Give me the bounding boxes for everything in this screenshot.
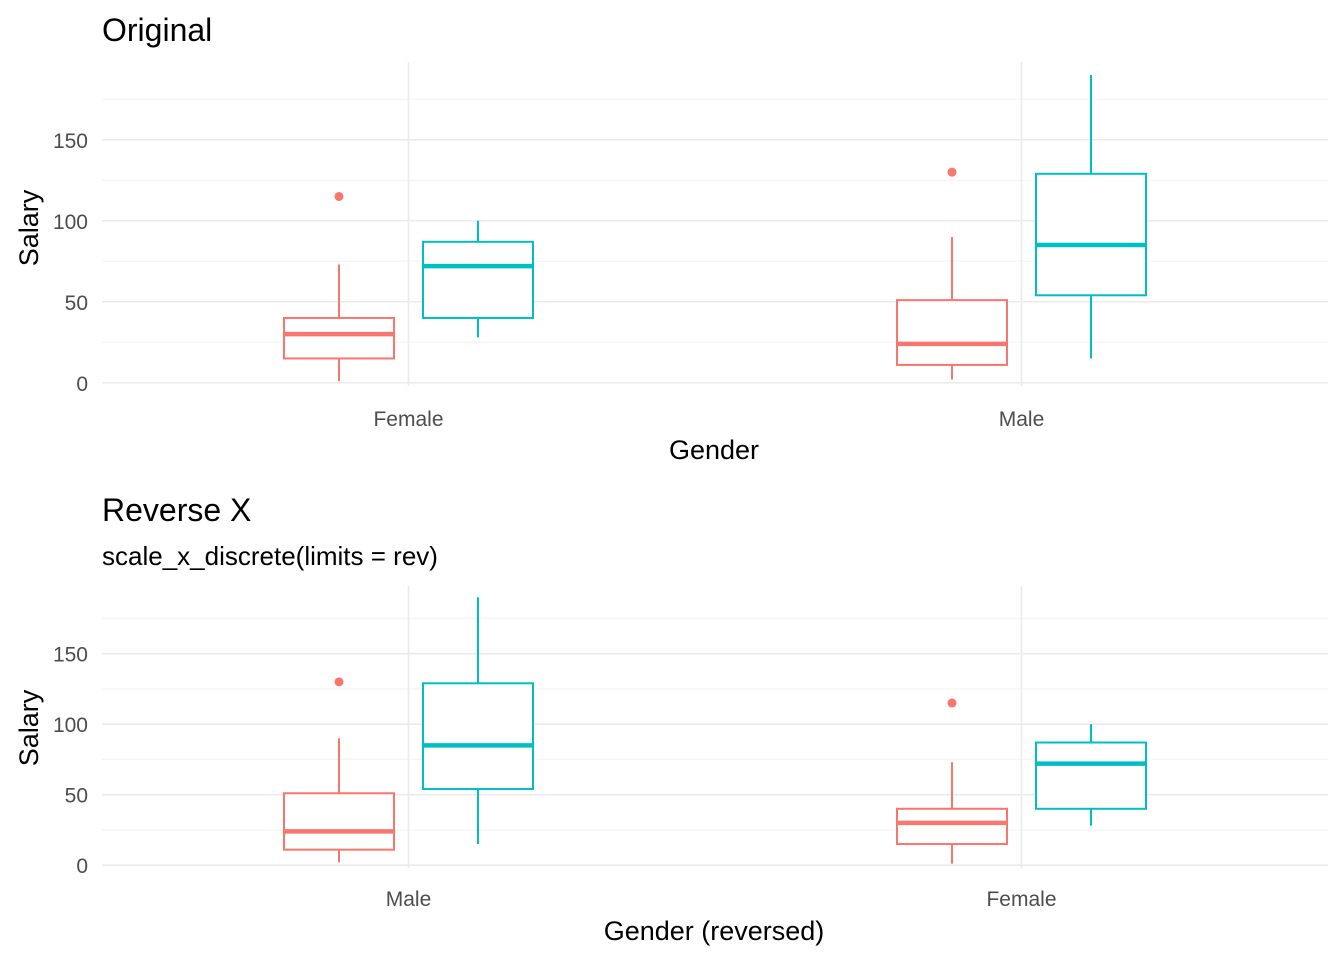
chart-title: Original	[102, 12, 212, 48]
chart-title: Reverse X	[102, 492, 251, 528]
y-tick-label: 50	[65, 785, 88, 808]
box-male-1	[422, 597, 534, 845]
y-tick-label: 150	[53, 644, 88, 667]
box-iqr	[283, 316, 395, 360]
y-axis-title: Salary	[14, 189, 44, 266]
outlier-point	[947, 698, 957, 708]
box-iqr	[283, 792, 395, 851]
box-iqr	[896, 299, 1008, 366]
box-male-1	[1035, 74, 1147, 359]
y-axis-title: Salary	[14, 689, 44, 766]
box-iqr	[1035, 741, 1147, 810]
y-tick-label: 0	[76, 855, 88, 878]
x-tick-label: Female	[986, 888, 1056, 911]
x-tick-label: Male	[386, 888, 432, 911]
box-iqr	[1035, 172, 1147, 297]
chart-subtitle: scale_x_discrete(limits = rev)	[102, 541, 438, 571]
outlier-point	[334, 191, 344, 201]
panel-original: Original 0 50 100 150 Female Male Gender Sala…	[14, 12, 1328, 465]
box-female-1	[1035, 724, 1147, 826]
y-tick-label: 100	[53, 211, 88, 234]
box-male-0	[896, 167, 1008, 380]
panel-reverse-x: Reverse X scale_x_discrete(limits = rev)…	[14, 492, 1328, 946]
box-male-0	[283, 677, 395, 863]
y-tick-label: 50	[65, 292, 88, 315]
box-iqr	[896, 807, 1008, 846]
box-female-0	[896, 698, 1008, 864]
x-tick-label: Male	[999, 408, 1045, 431]
box-iqr	[422, 682, 534, 791]
x-axis-title: Gender (reversed)	[604, 916, 825, 946]
y-tick-label: 0	[76, 373, 88, 396]
box-female-0	[283, 191, 395, 382]
y-tick-label: 150	[53, 130, 88, 153]
plot-area: 0 50 100 150 Female Male	[53, 62, 1328, 431]
x-tick-label: Female	[373, 408, 443, 431]
outlier-point	[947, 167, 957, 177]
plot-area: 0 50 100 150 Male Female	[53, 586, 1328, 911]
box-female-1	[422, 220, 534, 338]
box-iqr	[422, 240, 534, 319]
y-tick-label: 100	[53, 714, 88, 737]
outlier-point	[334, 677, 344, 687]
x-axis-title: Gender	[669, 435, 759, 465]
